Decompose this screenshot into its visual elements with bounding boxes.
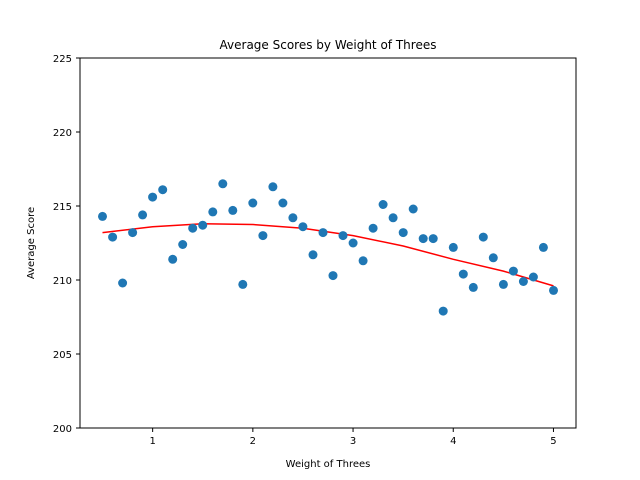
data-point <box>238 279 248 289</box>
data-point <box>148 192 158 202</box>
data-point <box>318 228 328 238</box>
data-point <box>278 198 288 208</box>
data-point <box>438 306 448 316</box>
data-point <box>428 234 438 244</box>
data-point <box>268 182 278 192</box>
y-tick-label: 215 <box>53 202 72 213</box>
y-tick-label: 205 <box>53 350 72 361</box>
data-point <box>378 200 388 209</box>
data-point <box>368 223 378 233</box>
data-point <box>108 232 118 242</box>
data-point <box>388 213 398 223</box>
data-point <box>518 277 528 286</box>
data-point <box>138 210 148 220</box>
chart-title: Average Scores by Weight of Threes <box>220 38 437 52</box>
y-tick-label: 225 <box>53 54 72 65</box>
x-tick-label: 4 <box>450 436 456 447</box>
data-point <box>258 231 268 241</box>
data-point <box>488 253 498 263</box>
data-points-layer <box>98 179 558 316</box>
data-point <box>178 240 188 249</box>
y-tick-label: 200 <box>53 424 72 435</box>
data-point <box>498 279 508 289</box>
data-point <box>158 185 168 195</box>
data-point <box>508 266 518 276</box>
data-point <box>418 234 428 244</box>
data-point <box>348 238 358 248</box>
data-point <box>338 231 348 241</box>
data-point <box>228 205 238 215</box>
data-point <box>248 198 258 208</box>
data-point <box>298 222 308 232</box>
data-point <box>538 242 548 252</box>
data-point <box>208 207 218 217</box>
y-tick-label: 210 <box>53 276 72 287</box>
plot-area-frame <box>79 57 577 429</box>
data-point <box>528 272 538 282</box>
data-point <box>128 228 138 238</box>
y-tick-label: 220 <box>53 128 72 139</box>
data-point <box>478 232 488 242</box>
fit-line-layer <box>102 223 554 287</box>
x-tick-label: 3 <box>350 436 356 447</box>
x-tick-label: 2 <box>250 436 256 447</box>
data-point <box>288 213 298 223</box>
data-point <box>549 285 558 295</box>
x-tick-label: 1 <box>149 436 155 447</box>
x-tick-label: 5 <box>550 436 556 447</box>
data-point <box>448 242 458 252</box>
data-point <box>98 211 107 221</box>
data-point <box>468 282 478 292</box>
data-point <box>168 254 178 264</box>
data-point <box>408 204 418 214</box>
data-point <box>218 179 228 189</box>
data-point <box>188 223 198 233</box>
data-point <box>118 278 128 288</box>
y-axis-label: Average Score <box>26 207 37 279</box>
y-axis-ticks: 200 205 210 215 220 225 <box>53 54 80 435</box>
x-axis-ticks: 1 2 3 4 5 <box>149 428 557 447</box>
data-point <box>198 220 208 230</box>
data-point <box>308 250 318 260</box>
data-point <box>458 269 468 279</box>
data-point <box>328 271 338 281</box>
data-point <box>358 256 368 266</box>
fit-line <box>102 223 554 287</box>
x-axis-label: Weight of Threes <box>286 459 371 470</box>
data-point <box>398 228 408 238</box>
